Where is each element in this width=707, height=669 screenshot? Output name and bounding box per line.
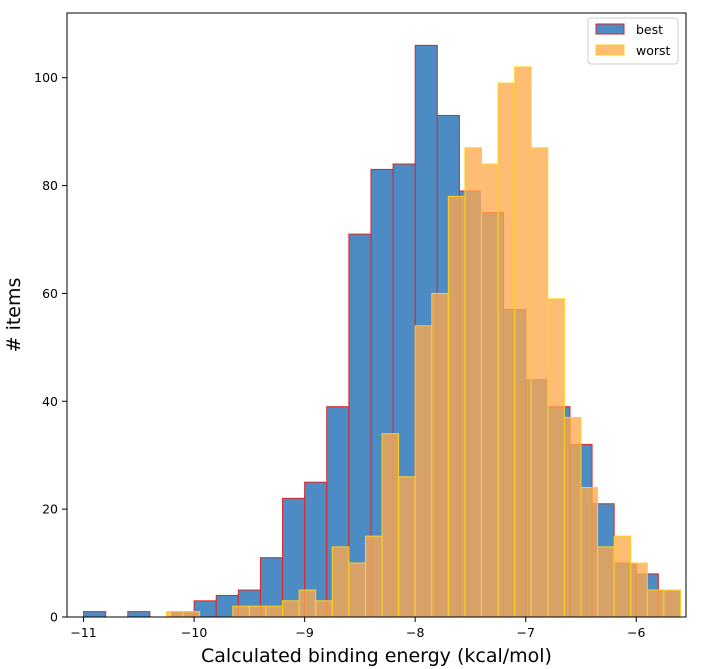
- bar-worst-4: [232, 605, 250, 618]
- bar-worst-20: [497, 82, 516, 618]
- bar-worst-6: [265, 605, 284, 618]
- x-tick-label: −7: [517, 625, 535, 640]
- bar-worst-19: [481, 163, 499, 618]
- bar-worst-30: [663, 589, 681, 618]
- legend-swatch-best: [595, 23, 625, 35]
- bar-worst-25: [580, 487, 599, 618]
- bar-worst-5: [248, 605, 267, 618]
- bar-worst-12: [364, 535, 383, 618]
- x-tick-label: −11: [70, 625, 96, 640]
- bar-worst-22: [530, 147, 549, 618]
- y-tick-label: 80: [42, 178, 58, 193]
- legend-label-worst: worst: [636, 43, 671, 58]
- bar-worst-18: [464, 147, 483, 618]
- y-tick-label: 100: [34, 70, 58, 85]
- legend-label-best: best: [636, 22, 663, 37]
- bar-best-0: [83, 611, 107, 618]
- bar-worst-13: [381, 433, 400, 618]
- bar-worst-28: [630, 562, 648, 618]
- x-axis-label: Calculated binding energy (kcal/mol): [201, 645, 552, 667]
- y-tick-label: 40: [42, 394, 58, 409]
- bar-worst-29: [646, 589, 665, 618]
- y-tick-label: 0: [50, 610, 58, 625]
- bar-worst-7: [282, 600, 300, 618]
- series-worst-bars: [165, 66, 681, 618]
- x-axis-ticks: −11 −10 −9 −8 −7 −6: [70, 617, 646, 640]
- bar-worst-9: [315, 600, 333, 618]
- bar-worst-15: [414, 325, 433, 618]
- x-tick-label: −6: [627, 625, 645, 640]
- plot-frame: [66, 12, 687, 618]
- bar-worst-24: [563, 416, 582, 618]
- bar-worst-11: [348, 562, 366, 618]
- bar-worst-1: [182, 611, 201, 618]
- bar-worst-26: [597, 546, 615, 618]
- bar-worst-14: [398, 476, 416, 618]
- x-tick-label: −10: [181, 625, 207, 640]
- bar-worst-0: [165, 611, 184, 618]
- y-tick-label: 20: [42, 502, 58, 517]
- bar-best-2: [127, 611, 151, 618]
- bar-worst-16: [431, 292, 449, 618]
- y-axis-ticks: 0 20 40 60 80 100: [34, 70, 67, 625]
- legend-swatch-worst: [595, 44, 625, 56]
- bar-worst-17: [447, 195, 466, 618]
- bar-worst-10: [331, 546, 350, 618]
- bar-worst-23: [547, 298, 565, 618]
- y-axis-label: # items: [3, 278, 25, 353]
- bar-worst-27: [613, 535, 632, 618]
- legend: best worst: [587, 17, 679, 65]
- y-tick-label: 60: [42, 286, 58, 301]
- bar-worst-8: [298, 589, 317, 618]
- x-tick-label: −8: [406, 625, 424, 640]
- x-tick-label: −9: [295, 625, 313, 640]
- bar-worst-21: [514, 66, 532, 618]
